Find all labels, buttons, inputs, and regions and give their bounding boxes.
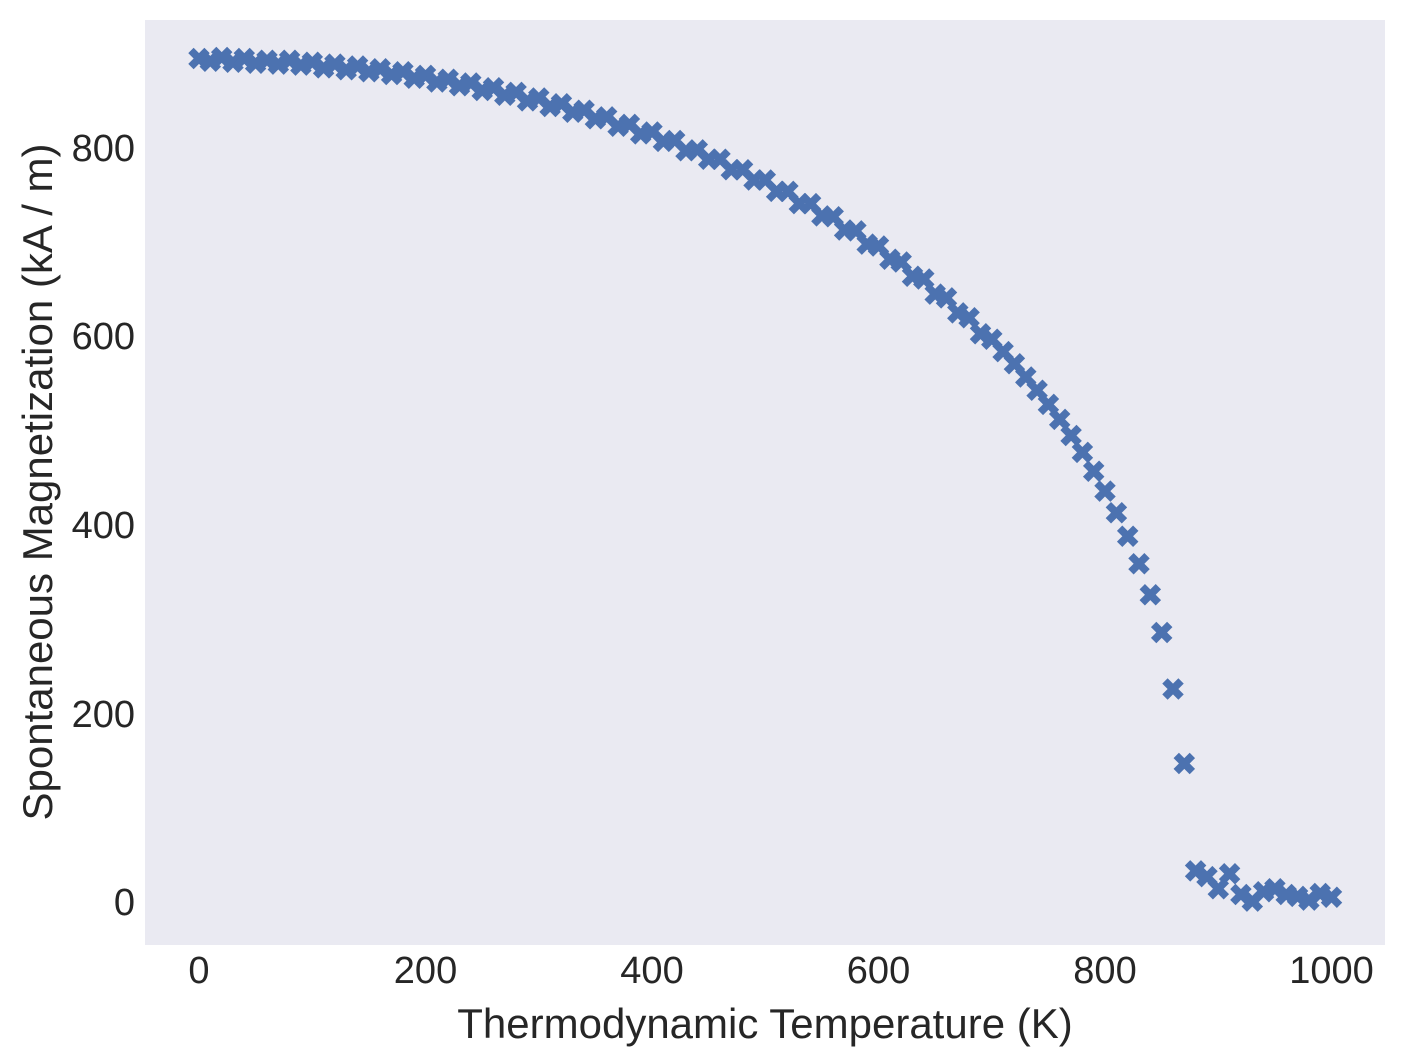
data-point-marker: [1184, 860, 1207, 882]
data-point-marker: [301, 51, 324, 73]
scatter-plot-canvas: [188, 46, 1343, 912]
y-axis-label: Spontaneous Magnetization (kA / m): [14, 143, 61, 821]
y-tick-label: 800: [71, 127, 135, 170]
x-axis-label: Thermodynamic Temperature (K): [457, 1000, 1073, 1047]
y-tick-label: 0: [113, 882, 135, 924]
data-point-marker: [1060, 424, 1082, 447]
data-point-marker: [969, 322, 992, 345]
data-point-marker: [1150, 621, 1173, 644]
data-point-marker: [1173, 752, 1196, 775]
data-point-marker: [1105, 502, 1128, 524]
plot-area: [145, 20, 1385, 945]
data-point-marker: [1128, 552, 1150, 575]
x-tick-label: 400: [620, 950, 684, 992]
data-point-marker: [1071, 441, 1094, 464]
data-point-marker: [958, 306, 980, 329]
x-tick-label: 1000: [1289, 950, 1374, 992]
x-tick-label: 200: [393, 950, 458, 992]
x-tick-label: 600: [846, 950, 911, 992]
y-tick-label: 200: [71, 693, 135, 736]
data-point-marker: [1218, 862, 1241, 885]
data-point-marker: [346, 55, 369, 77]
data-point-marker: [1320, 886, 1343, 909]
y-tick-label: 400: [71, 505, 135, 547]
x-tick-label: 0: [188, 950, 210, 992]
data-point-marker: [1048, 408, 1071, 431]
data-point-marker: [324, 53, 346, 75]
data-point-marker: [369, 58, 391, 80]
y-tick-label: 600: [71, 316, 135, 359]
data-point-marker: [1094, 480, 1116, 502]
data-point-marker: [1264, 878, 1286, 900]
data-point-marker: [1162, 678, 1184, 700]
data-point-marker: [1116, 525, 1139, 548]
data-point-marker: [1082, 460, 1105, 483]
data-point-marker: [1139, 584, 1162, 606]
x-tick-label: 800: [1073, 950, 1137, 992]
